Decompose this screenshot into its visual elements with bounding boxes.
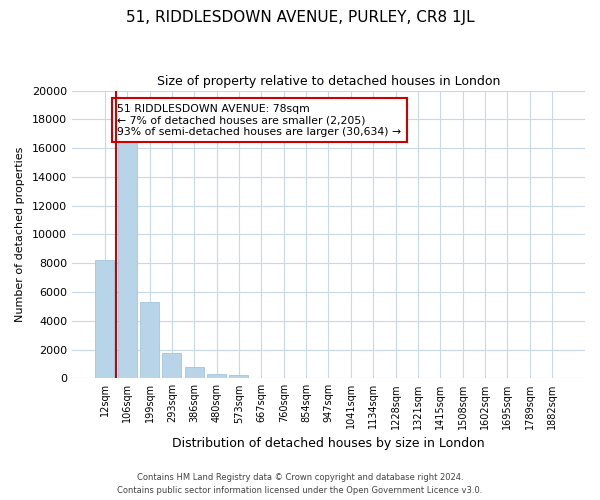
Text: 51, RIDDLESDOWN AVENUE, PURLEY, CR8 1JL: 51, RIDDLESDOWN AVENUE, PURLEY, CR8 1JL <box>125 10 475 25</box>
Bar <box>185 367 204 378</box>
Bar <box>207 374 226 378</box>
Text: Contains HM Land Registry data © Crown copyright and database right 2024.
Contai: Contains HM Land Registry data © Crown c… <box>118 474 482 495</box>
X-axis label: Distribution of detached houses by size in London: Distribution of detached houses by size … <box>172 437 485 450</box>
Bar <box>140 302 159 378</box>
Y-axis label: Number of detached properties: Number of detached properties <box>15 146 25 322</box>
Bar <box>229 376 248 378</box>
Title: Size of property relative to detached houses in London: Size of property relative to detached ho… <box>157 75 500 88</box>
Bar <box>163 353 181 378</box>
Bar <box>95 260 114 378</box>
Bar <box>118 140 137 378</box>
Text: 51 RIDDLESDOWN AVENUE: 78sqm
← 7% of detached houses are smaller (2,205)
93% of : 51 RIDDLESDOWN AVENUE: 78sqm ← 7% of det… <box>117 104 401 136</box>
